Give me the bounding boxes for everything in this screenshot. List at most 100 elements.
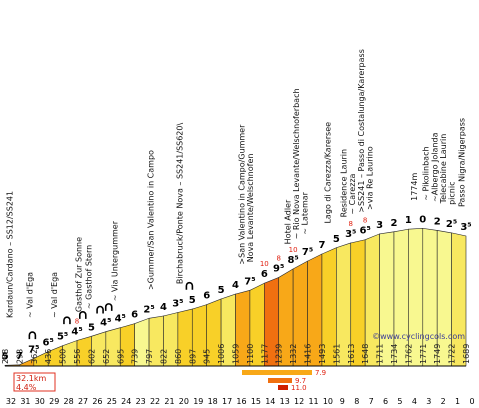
x-tick-label: 8 bbox=[354, 397, 359, 406]
altitude-label: 945 bbox=[203, 349, 212, 364]
location-label: Nova Levante/Welschnofen bbox=[246, 154, 255, 263]
gradient-label: 4⁵ bbox=[100, 318, 111, 329]
x-tick-label: 26 bbox=[92, 397, 102, 406]
max-gradient-label: 8 bbox=[75, 318, 79, 326]
altitude-label: 1762 bbox=[404, 344, 413, 364]
max-gradient-label: 8 bbox=[363, 217, 367, 225]
gradient-label: 5 bbox=[218, 285, 225, 296]
x-tick-label: 30 bbox=[35, 397, 45, 406]
gradient-label: 4 bbox=[232, 280, 239, 291]
max-gradient-label: 8 bbox=[276, 254, 280, 262]
gradient-label: 7⁵ bbox=[28, 344, 39, 355]
altitude-label: 1771 bbox=[419, 344, 428, 364]
x-tick-label: 12 bbox=[294, 397, 304, 406]
gradient-label: 4⁵ bbox=[115, 314, 126, 325]
altitude-label: 695 bbox=[116, 349, 125, 364]
x-tick-label: 29 bbox=[49, 397, 59, 406]
altitude-label: 1059 bbox=[232, 344, 241, 364]
gradient-label: 7⁵ bbox=[244, 276, 255, 287]
profile-bars bbox=[4, 228, 467, 367]
x-tick-label: 10 bbox=[323, 397, 333, 406]
location-label: Telecabine Laurin bbox=[439, 134, 448, 205]
gradient-label: 2⁵ bbox=[143, 304, 154, 315]
location-label: >SS241 – Passo di Costalunga/Karerpass bbox=[357, 49, 366, 213]
hairpin-icon bbox=[96, 305, 104, 314]
x-tick-label: 23 bbox=[136, 397, 146, 406]
altitude-label: 602 bbox=[87, 349, 96, 364]
gradient-label: 5⁵ bbox=[57, 332, 68, 343]
max-bar bbox=[242, 370, 312, 375]
altitude-label: 1648 bbox=[361, 344, 370, 364]
max-gradient-label: 10 bbox=[289, 246, 298, 254]
gradient-label: 3⁵ bbox=[172, 298, 183, 309]
max-bar-label: 9.7 bbox=[295, 377, 306, 385]
altitude-label: 288 bbox=[1, 349, 10, 364]
summary-box bbox=[13, 372, 56, 392]
location-label: Passo Nigra/Nigerpass bbox=[458, 118, 467, 207]
location-label: 1774m bbox=[410, 173, 419, 201]
altitude-label: 1332 bbox=[289, 344, 298, 364]
x-tick-label: 27 bbox=[78, 397, 88, 406]
gradient-label: 6 bbox=[203, 291, 210, 302]
altitude-label: 1493 bbox=[318, 344, 327, 364]
altitude-label: 1711 bbox=[376, 344, 385, 364]
location-label: ~Albergo Jolanda bbox=[430, 132, 439, 202]
location-label: >Gummer/San Valentino in Campo bbox=[147, 150, 156, 290]
altitude-label: 1689 bbox=[462, 344, 471, 364]
gradient-label: 4 bbox=[160, 302, 167, 313]
max-gradient-label: 10 bbox=[260, 260, 269, 268]
gradient-label: 5 bbox=[333, 234, 340, 245]
x-tick-label: 24 bbox=[121, 397, 131, 406]
altitude-label: 860 bbox=[174, 349, 183, 364]
altitude-label: 500 bbox=[59, 349, 68, 364]
x-tick-label: 14 bbox=[265, 397, 275, 406]
altitude-label: 1100 bbox=[246, 344, 255, 364]
altitude-label: 822 bbox=[159, 349, 168, 364]
distance-axis: 32 31 30 29 28 27 26 25 24 23 22 21 20 19 18 17 16 15 14 13… bbox=[6, 397, 475, 406]
max-bar-label: 7.9 bbox=[315, 369, 326, 377]
altitude-label: 1613 bbox=[347, 344, 356, 364]
hairpin-icon bbox=[78, 311, 87, 319]
x-tick-label: 5 bbox=[397, 397, 402, 406]
altitude-label: 293 bbox=[15, 349, 24, 364]
altitude-label: 1006 bbox=[217, 344, 226, 364]
gradient-label: 6⁵ bbox=[43, 338, 54, 349]
max-bar-label: 11.0 bbox=[291, 384, 307, 392]
gradient-label: 2 bbox=[434, 216, 441, 227]
x-tick-label: 0 bbox=[469, 397, 474, 406]
hairpin-icon bbox=[63, 316, 71, 325]
x-tick-label: 13 bbox=[280, 397, 290, 406]
altitude-label: 897 bbox=[188, 349, 197, 364]
location-label: picnic bbox=[448, 182, 457, 205]
altitude-label: 652 bbox=[102, 349, 111, 364]
gradient-label: 5 bbox=[2, 351, 9, 362]
hairpin-icons bbox=[28, 282, 194, 340]
max-gradient-labels: 8 10 8 10 8 8 bbox=[75, 217, 368, 326]
x-tick-label: 3 bbox=[426, 397, 431, 406]
gradient-label: 2⁵ bbox=[446, 219, 457, 230]
altitude-label: 556 bbox=[73, 349, 82, 364]
gradient-label: 6 bbox=[131, 310, 138, 321]
hairpin-icon bbox=[104, 303, 113, 311]
location-label: Kardaun/Cardano – SS12/SS241 bbox=[5, 191, 14, 318]
gradient-label: 7⁵ bbox=[302, 247, 313, 258]
x-tick-label: 7 bbox=[369, 397, 374, 406]
altitude-labels: 288 293 362 436 500 556 602 652 695 739 797 822 860 8… bbox=[1, 344, 471, 364]
altitude-label: 1749 bbox=[433, 344, 442, 364]
gradient-label: 4⁵ bbox=[71, 327, 82, 338]
gradient-label: 3⁵ bbox=[460, 222, 471, 233]
altitude-label: 362 bbox=[30, 349, 39, 364]
altitude-label: 1734 bbox=[390, 344, 399, 364]
x-tick-label: 4 bbox=[412, 397, 417, 406]
gradient-label: 2 bbox=[390, 218, 397, 229]
x-tick-label: 15 bbox=[251, 397, 261, 406]
gradient-label: 7 bbox=[318, 240, 325, 251]
gradient-label: 0 bbox=[419, 214, 426, 225]
altitude-label: 436 bbox=[44, 349, 53, 364]
location-label: Gasthof Zur Sonne bbox=[74, 237, 83, 312]
x-tick-label: 6 bbox=[383, 397, 388, 406]
x-tick-label: 32 bbox=[6, 397, 16, 406]
summary-average: 4.4% bbox=[16, 383, 37, 392]
